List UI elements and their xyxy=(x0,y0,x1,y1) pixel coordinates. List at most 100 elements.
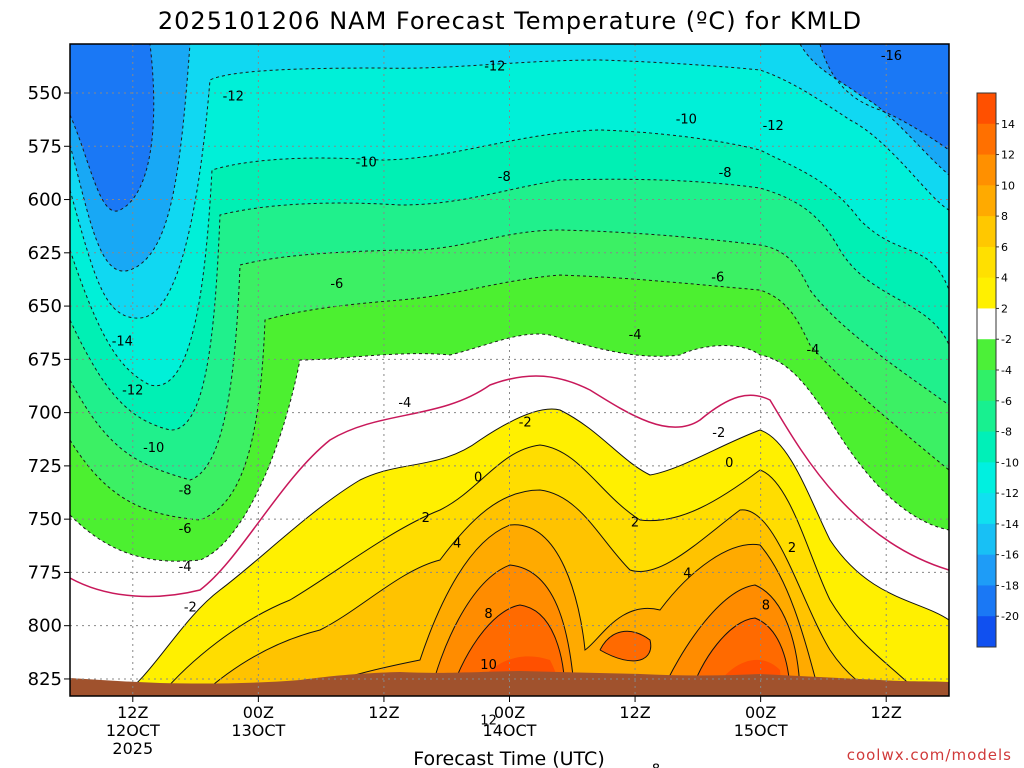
contour-label: -8 xyxy=(179,483,192,498)
contour-label: 0 xyxy=(725,456,733,471)
solid-contours xyxy=(119,408,949,696)
x-tick-label: 12Z xyxy=(619,703,650,722)
dashed-contours xyxy=(70,44,949,562)
contour-label: 8 xyxy=(484,607,492,622)
y-tick-label: 600 xyxy=(28,190,62,211)
y-tick-label: 700 xyxy=(28,403,62,424)
colorbar-tick-label: -18 xyxy=(1001,579,1019,592)
contour-12 xyxy=(449,604,791,696)
colorbar-swatch xyxy=(977,431,996,463)
y-tick-label: 575 xyxy=(28,136,62,157)
colorbar-swatch xyxy=(977,493,996,525)
colorbar-swatch xyxy=(977,308,996,340)
x-tick-label: 14OCT xyxy=(483,721,537,740)
colorbar-tick-label: -10 xyxy=(1001,456,1019,469)
contour-label: -6 xyxy=(330,277,343,292)
x-tick-label: 00Z xyxy=(494,703,525,722)
colorbar-swatch xyxy=(977,370,996,402)
contour-2 xyxy=(119,408,949,696)
colorbar-tick-label: -14 xyxy=(1001,518,1019,531)
contour-label: 12 xyxy=(480,714,497,729)
contour-minus-16 xyxy=(70,44,155,212)
colorbar-tick-label: -8 xyxy=(1001,426,1012,439)
colorbar-tick-label: 14 xyxy=(1001,118,1015,131)
contour-label: 10 xyxy=(480,658,497,673)
colorbar-swatch xyxy=(977,277,996,309)
contour-label: 8 xyxy=(652,763,660,768)
contour-label: 4 xyxy=(453,537,461,552)
colorbar-swatch xyxy=(977,216,996,248)
y-tick-label: 775 xyxy=(28,562,62,583)
colorbar-swatch xyxy=(977,462,996,494)
chart-title: 2025101206 NAM Forecast Temperature (ºC)… xyxy=(158,7,862,35)
colorbar-tick-label: 10 xyxy=(1001,179,1015,192)
colorbar-tick-label: 12 xyxy=(1001,149,1015,162)
y-tick-label: 650 xyxy=(28,296,62,317)
y-tick-label: 750 xyxy=(28,509,62,530)
contour-label: -8 xyxy=(498,170,511,185)
contour-minus-16-right xyxy=(819,44,949,151)
contour-label: -4 xyxy=(806,343,819,358)
colorbar-tick-label: 6 xyxy=(1001,241,1008,254)
contour-label: -2 xyxy=(184,601,197,616)
x-tick-label: 2025 xyxy=(112,739,153,758)
contour-label: -4 xyxy=(629,328,642,343)
contour-minus-12 xyxy=(70,59,949,319)
colorbar-swatch xyxy=(977,400,996,433)
x-tick-label: 12OCT xyxy=(106,721,160,740)
contour-6 xyxy=(199,489,881,696)
contour-label: 2 xyxy=(788,541,796,556)
contour-label: -16 xyxy=(881,49,902,64)
colorbar-tick-label: 2 xyxy=(1001,302,1008,315)
x-tick-label: 13OCT xyxy=(231,721,285,740)
plot-area xyxy=(70,44,949,696)
contour-minus-6 xyxy=(70,229,949,481)
contour-label: -12 xyxy=(763,119,784,134)
credit-text: coolwx.com/models xyxy=(847,746,1012,764)
colorbar: -20 -18 -16 -14 -12 -10 -8 -6 -4 -2 2 4 6 8 10 12 14 xyxy=(976,92,1019,648)
y-tick-label: 725 xyxy=(28,456,62,477)
contour-label: -6 xyxy=(711,270,724,285)
contour-label: -6 xyxy=(179,522,192,537)
x-tick-label: 00Z xyxy=(243,703,274,722)
colorbar-tick-label: -20 xyxy=(1001,610,1019,623)
x-tick-label: 15OCT xyxy=(734,721,788,740)
contour-label: 4 xyxy=(683,567,691,582)
colorbar-tick-label: 4 xyxy=(1001,272,1008,285)
colorbar-swatch xyxy=(977,154,996,186)
colorbar-tick-label: -6 xyxy=(1001,395,1012,408)
x-tick-label: 12Z xyxy=(871,703,902,722)
contour-label: -4 xyxy=(179,560,192,575)
contour-label: -12 xyxy=(223,89,244,104)
contour-label: -10 xyxy=(676,113,697,128)
contour-minus-8 xyxy=(70,178,949,431)
contour-label: -2 xyxy=(519,415,532,430)
x-tick-label: 12Z xyxy=(117,703,148,722)
contour-label: 0 xyxy=(474,471,482,486)
contour-label: -12 xyxy=(122,383,143,398)
y-tick-label: 550 xyxy=(28,83,62,104)
contour-labels: -16 -12 -12 -10 -12 -10 -8 -8 -6 -6 -4 -4 -14 -12 -4 -2… xyxy=(112,49,902,768)
contour-label: -10 xyxy=(143,441,164,456)
contour-8 xyxy=(299,524,821,696)
contour-label: 2 xyxy=(631,515,639,530)
y-tick-label: 825 xyxy=(28,669,62,690)
colorbar-swatch xyxy=(977,585,996,617)
terrain xyxy=(70,671,949,696)
contour-zero xyxy=(70,375,949,598)
contour-minus-2 xyxy=(70,333,949,562)
y-tick-label: 675 xyxy=(28,349,62,370)
colorbar-tick-label: 8 xyxy=(1001,210,1008,223)
colorbar-tick-label: -16 xyxy=(1001,549,1019,562)
contour-label: -12 xyxy=(484,59,505,74)
colorbar-swatch xyxy=(977,93,996,125)
contour-label: 2 xyxy=(422,511,430,526)
contour-label: -4 xyxy=(398,396,411,411)
colorbar-tick-label: -12 xyxy=(1001,487,1019,500)
contour-minus-10 xyxy=(70,129,949,387)
grid-lines xyxy=(70,44,949,696)
colorbar-swatch xyxy=(977,616,996,648)
colorbar-tick-label: -4 xyxy=(1001,364,1012,377)
